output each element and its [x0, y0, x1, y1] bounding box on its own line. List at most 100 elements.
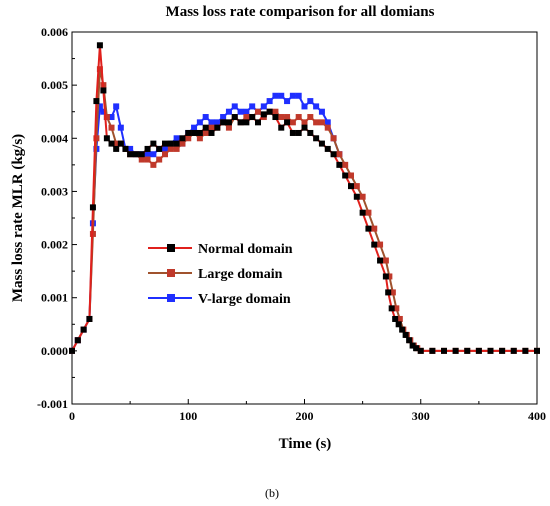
series-layer [69, 42, 540, 354]
data-point [167, 140, 174, 147]
data-point [272, 92, 279, 99]
data-point [429, 347, 436, 354]
data-point [353, 193, 360, 200]
data-point [388, 305, 395, 312]
data-point [295, 114, 302, 121]
series-normal-domain [69, 42, 540, 354]
data-point [196, 135, 203, 142]
data-point [138, 151, 145, 158]
x-tick-label: 200 [296, 409, 314, 423]
data-point [342, 161, 349, 168]
data-point [96, 42, 103, 49]
data-point [202, 129, 209, 136]
data-point [249, 103, 256, 110]
data-point [196, 119, 203, 126]
data-point [318, 119, 325, 126]
data-point [208, 129, 215, 136]
data-point [202, 124, 209, 131]
data-point [144, 145, 151, 152]
data-point [202, 114, 209, 121]
data-point [96, 66, 103, 73]
data-point [399, 326, 406, 333]
data-point [295, 92, 302, 99]
data-point [406, 337, 413, 344]
data-point [127, 151, 134, 158]
data-point [173, 135, 180, 142]
x-axis-label: Time (s) [279, 436, 332, 452]
data-point [295, 129, 302, 136]
data-point [220, 114, 227, 121]
y-tick-label: 0.005 [41, 78, 68, 92]
data-point [272, 114, 279, 121]
chart-title: Mass loss rate comparison for all domian… [166, 4, 435, 20]
legend-item: Normal domain [148, 242, 293, 257]
data-point [313, 135, 320, 142]
series-line [71, 45, 537, 352]
data-point [377, 241, 384, 248]
data-point [100, 87, 107, 94]
data-point [324, 145, 331, 152]
data-point [324, 119, 331, 126]
data-point [330, 151, 337, 158]
data-point [313, 119, 320, 126]
data-point [74, 337, 81, 344]
data-point [324, 124, 331, 131]
data-point [395, 321, 402, 328]
y-tick-label: 0.000 [41, 344, 68, 358]
data-point [255, 108, 261, 115]
data-point [396, 315, 403, 322]
data-point [191, 129, 198, 136]
data-point [318, 108, 325, 115]
data-point [359, 193, 366, 200]
legend-marker [167, 294, 175, 302]
data-point [348, 183, 354, 190]
figure-caption: (b) [265, 486, 279, 500]
data-point [162, 140, 168, 147]
axes: 0 100 200 300 400 -0.001 0.000 0.001 0.002 0.003 0… [37, 25, 546, 423]
data-point [342, 172, 349, 179]
data-point [301, 119, 308, 126]
data-point [113, 145, 120, 152]
data-point [225, 119, 232, 126]
data-point [93, 98, 100, 105]
data-point [464, 347, 471, 354]
data-point [173, 140, 180, 147]
data-point [385, 289, 392, 296]
data-point [284, 114, 291, 121]
data-point [393, 305, 400, 312]
data-point [365, 225, 372, 232]
data-point [289, 119, 296, 126]
y-tick-label: -0.001 [37, 397, 68, 411]
data-point [231, 114, 238, 121]
data-point [266, 108, 273, 115]
data-point [150, 161, 157, 168]
data-point [237, 119, 244, 126]
data-point [260, 103, 267, 110]
series-line [71, 68, 537, 352]
data-point [96, 103, 103, 110]
data-point [307, 129, 314, 136]
data-point [108, 114, 115, 121]
y-tick-label: 0.004 [41, 131, 68, 145]
data-point [301, 103, 308, 110]
data-point [359, 209, 366, 216]
data-point [173, 145, 180, 152]
data-point [365, 209, 372, 216]
data-point [122, 145, 129, 152]
data-point [150, 151, 157, 158]
data-point [243, 108, 250, 115]
data-point [113, 140, 120, 147]
data-point [386, 273, 393, 280]
data-point [167, 145, 174, 152]
data-point [117, 140, 124, 147]
data-point [220, 119, 227, 126]
y-tick-label: 0.001 [41, 291, 68, 305]
data-point [132, 151, 139, 158]
data-point [150, 140, 157, 147]
data-point [108, 140, 115, 147]
data-point [278, 114, 285, 121]
data-point [272, 108, 279, 115]
data-point [144, 151, 151, 158]
data-point [108, 124, 115, 131]
legend-item: V-large domain [148, 292, 291, 307]
